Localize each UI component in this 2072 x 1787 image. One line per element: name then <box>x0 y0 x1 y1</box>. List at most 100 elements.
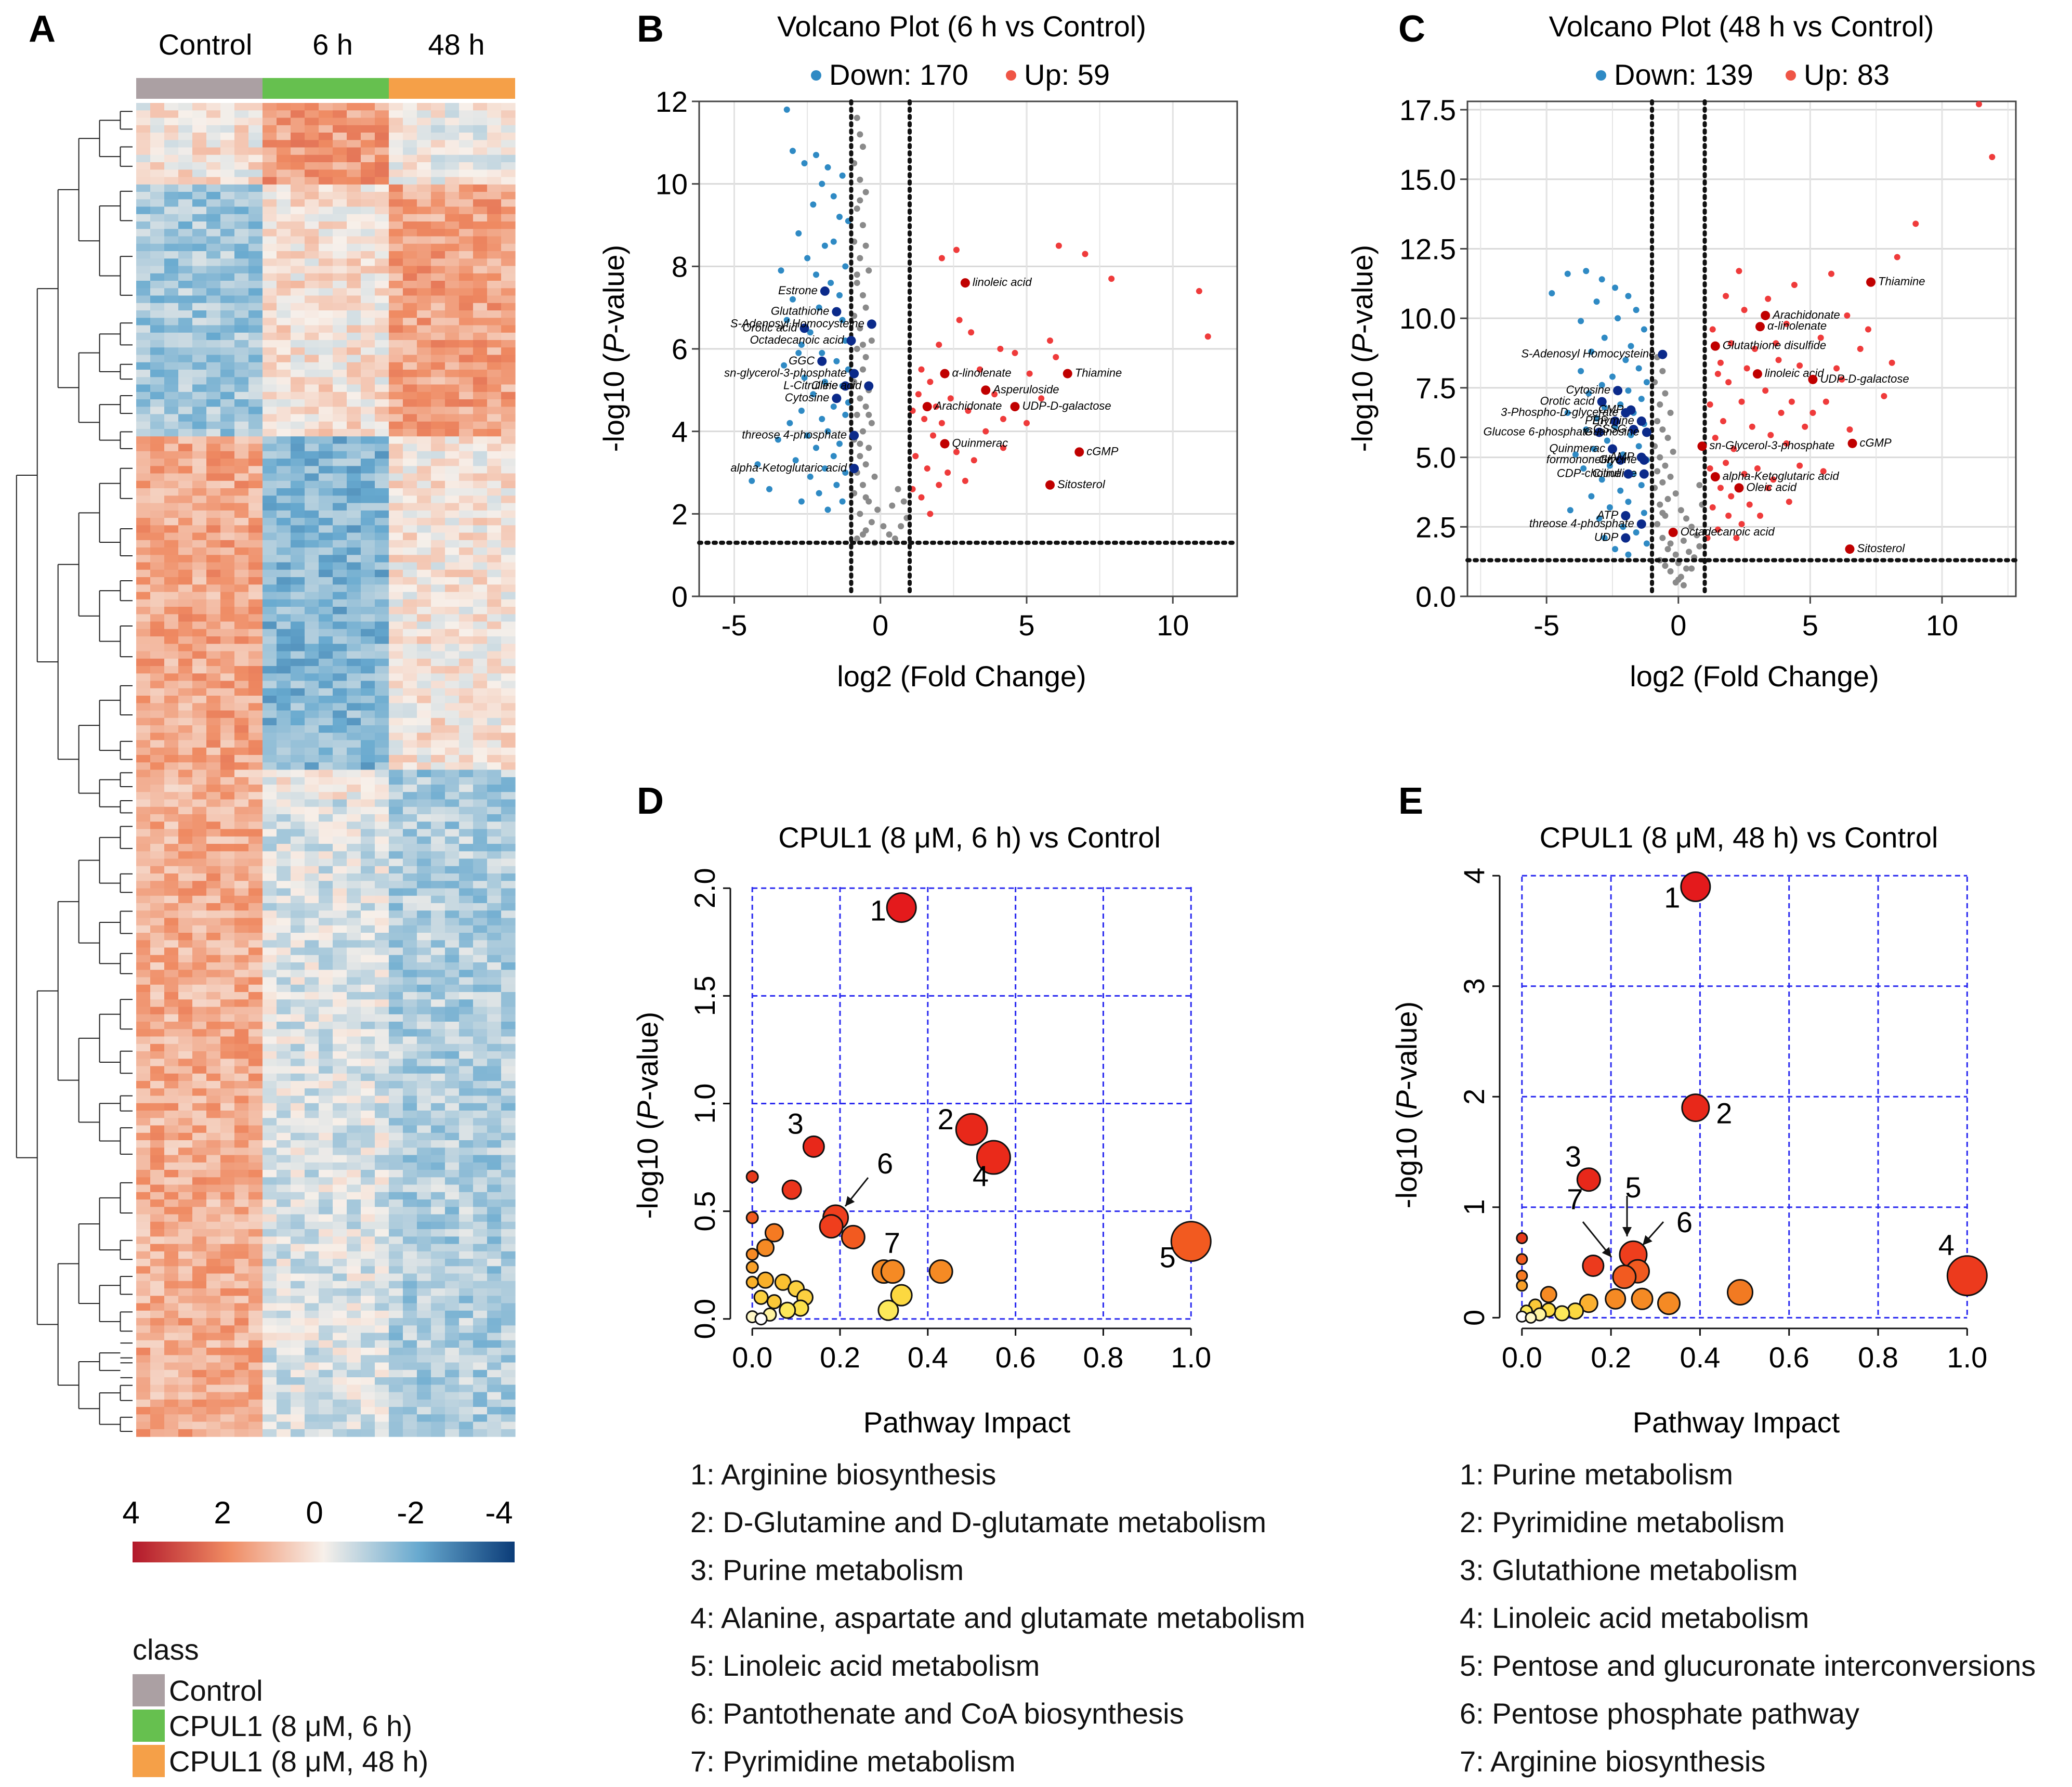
heatmap-cell <box>277 1207 291 1215</box>
heatmap-cell <box>473 673 488 682</box>
heatmap-cell <box>319 977 333 985</box>
heatmap-cell <box>459 258 474 267</box>
heatmap-cell <box>473 970 488 978</box>
heatmap-cell <box>319 1073 333 1081</box>
heatmap-cell <box>431 592 445 600</box>
heatmap-cell <box>501 177 516 185</box>
heatmap-cell <box>192 1348 207 1355</box>
heatmap-cell <box>206 1111 221 1118</box>
heatmap-cell <box>305 295 319 304</box>
heatmap-cell <box>248 569 263 578</box>
heatmap-cell <box>220 984 235 993</box>
heatmap-cell <box>319 644 333 652</box>
heatmap-cell <box>263 1303 277 1311</box>
heatmap-cell <box>277 133 291 140</box>
heatmap-cell <box>319 740 333 748</box>
heatmap-cell <box>263 806 277 815</box>
heatmap-cell <box>277 1266 291 1274</box>
heatmap-cell <box>417 177 431 185</box>
heatmap-cell <box>150 895 165 904</box>
heatmap-cell <box>445 769 460 778</box>
heatmap-cell <box>431 125 445 133</box>
heatmap-cell <box>459 710 474 719</box>
heatmap-cell <box>305 644 319 652</box>
heatmap-cell <box>291 362 305 370</box>
heatmap-cell <box>389 718 403 726</box>
heatmap-cell <box>389 1318 403 1326</box>
heatmap-cell <box>333 1355 347 1363</box>
heatmap-cell <box>417 1273 431 1282</box>
heatmap-cell <box>263 266 277 274</box>
heatmap-cell <box>206 1340 221 1348</box>
heatmap-cell <box>248 199 263 207</box>
heatmap-cell <box>347 1310 361 1319</box>
heatmap-cell <box>277 377 291 385</box>
heatmap-cell <box>389 1259 403 1267</box>
heatmap-cell <box>417 577 431 585</box>
heatmap-cell <box>403 1095 417 1104</box>
heatmap-cell <box>431 1132 445 1141</box>
heatmap-cell <box>431 362 445 370</box>
heatmap-cell <box>403 1310 417 1319</box>
heatmap-cell <box>417 221 431 229</box>
heatmap-cell <box>445 688 460 696</box>
heatmap-cell <box>501 636 516 644</box>
heatmap-cell <box>164 621 179 630</box>
heatmap-cell <box>445 347 460 356</box>
heatmap-cell <box>473 755 488 763</box>
heatmap-cell <box>305 1429 319 1437</box>
heatmap-cell <box>220 466 235 474</box>
heatmap-cell <box>333 177 347 185</box>
heatmap-cell <box>431 918 445 926</box>
heatmap-cell <box>361 243 375 252</box>
heatmap-cell <box>234 718 249 726</box>
heatmap-cell <box>248 140 263 148</box>
heatmap-cell <box>150 303 165 311</box>
heatmap-cell <box>501 288 516 296</box>
heatmap-cell <box>164 755 179 763</box>
heatmap-cell <box>487 547 502 555</box>
heatmap-cell <box>263 1118 277 1126</box>
heatmap-cell <box>164 769 179 778</box>
heatmap-cell <box>263 888 277 896</box>
heatmap-cell <box>333 1214 347 1222</box>
heatmap-cell <box>375 955 389 963</box>
heatmap-cell <box>361 177 375 185</box>
heatmap-cell <box>347 740 361 748</box>
heatmap-cell <box>347 540 361 548</box>
heatmap-cell <box>136 703 151 711</box>
heatmap-cell <box>305 1103 319 1111</box>
heatmap-cell <box>445 999 460 1008</box>
heatmap-cell <box>319 658 333 667</box>
heatmap-cell <box>431 540 445 548</box>
heatmap-cell <box>375 836 389 844</box>
heatmap-cell <box>445 1348 460 1355</box>
heatmap-cell <box>319 1244 333 1252</box>
heatmap-cell <box>220 1155 235 1163</box>
heatmap-cell <box>375 459 389 466</box>
heatmap-cell <box>487 858 502 867</box>
heatmap-cell <box>248 503 263 511</box>
heatmap-cell <box>305 258 319 267</box>
heatmap-cell <box>248 1014 263 1022</box>
heatmap-cell <box>136 1355 151 1363</box>
heatmap-cell <box>501 407 516 415</box>
heatmap-cell <box>501 1229 516 1237</box>
heatmap-cell <box>431 1429 445 1437</box>
heatmap-cell <box>487 110 502 119</box>
heatmap-cell <box>431 740 445 748</box>
heatmap-cell <box>206 473 221 481</box>
heatmap-cell <box>333 1259 347 1267</box>
heatmap-cell <box>263 1059 277 1067</box>
heatmap-cell <box>487 1029 502 1037</box>
heatmap-cell <box>487 592 502 600</box>
heatmap-cell <box>178 125 193 133</box>
heatmap-cell <box>263 510 277 518</box>
heatmap-cell <box>347 755 361 763</box>
heatmap-cell <box>375 192 389 200</box>
heatmap-cell <box>220 755 235 763</box>
heatmap-cell <box>305 673 319 682</box>
heatmap-cell <box>487 118 502 126</box>
heatmap-cell <box>206 1140 221 1148</box>
heatmap-cell <box>291 977 305 985</box>
